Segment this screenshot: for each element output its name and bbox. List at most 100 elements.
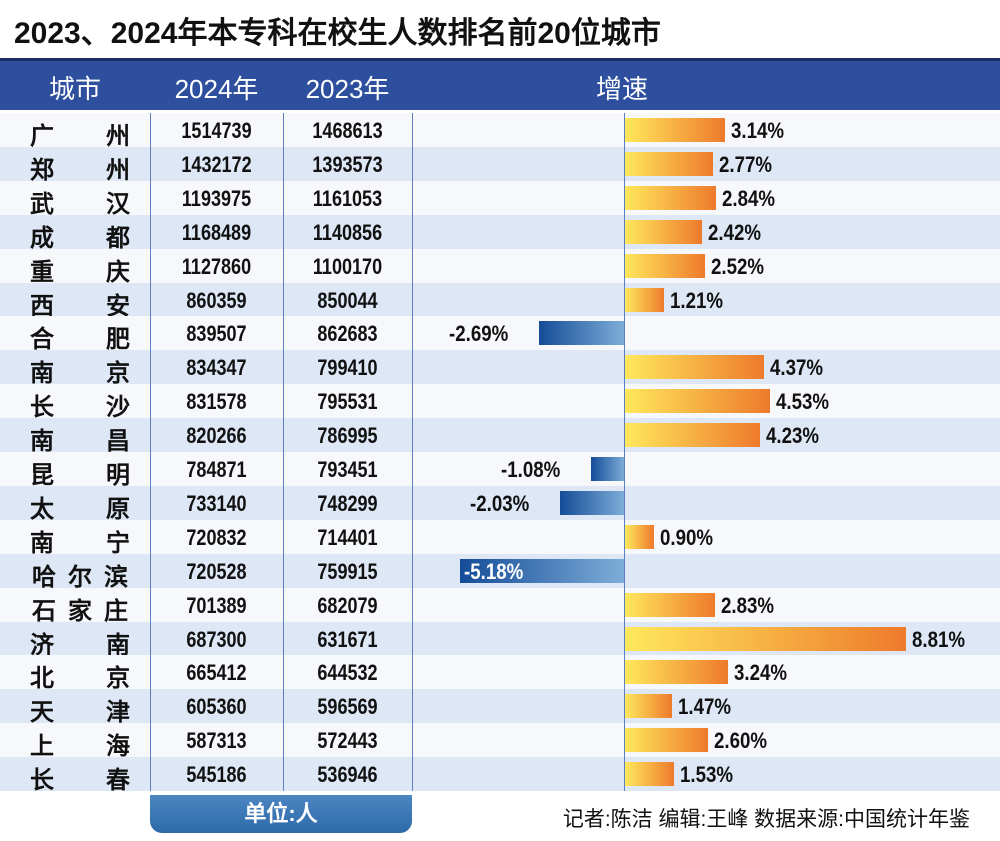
growth-label: 1.53% xyxy=(679,762,733,788)
growth-label: 2.52% xyxy=(711,253,765,279)
header-growth: 增速 xyxy=(595,74,648,104)
value-2023: 1393573 xyxy=(312,151,383,177)
table-row: 济南 687300 631671 8.81% xyxy=(0,621,1000,659)
growth-label: -5.18% xyxy=(463,558,524,584)
growth-label: 4.37% xyxy=(770,355,824,381)
table-row: 长沙 831578 795531 4.53% xyxy=(0,384,1000,421)
column-divider xyxy=(150,113,151,791)
city-name: 郑州 xyxy=(30,156,130,184)
value-2024: 587313 xyxy=(186,728,247,754)
table-row: 石家庄 701389 682079 2.83% xyxy=(0,587,1000,625)
value-2024: 831578 xyxy=(186,389,247,415)
value-2023: 862683 xyxy=(317,321,378,347)
table-row: 南京 834347 799410 4.37% xyxy=(0,350,1000,387)
growth-bar xyxy=(625,660,729,685)
city-name: 上海 xyxy=(30,733,130,761)
city-name: 昆明 xyxy=(30,462,130,489)
city-name: 北京 xyxy=(30,665,130,693)
table-row: 上海 587313 572443 2.60% xyxy=(0,723,1000,760)
table-row: 合肥 839507 862683 -2.69% xyxy=(0,316,1000,353)
table-row: 太原 733140 748299 -2.03% xyxy=(0,485,1000,523)
value-2023: 793451 xyxy=(317,457,378,482)
growth-label: 1.47% xyxy=(677,694,731,720)
city-name: 哈尔滨 xyxy=(32,563,128,591)
value-2023: 748299 xyxy=(317,490,378,516)
value-2023: 596569 xyxy=(317,694,378,720)
growth-label: 1.21% xyxy=(669,287,723,313)
growth-bar xyxy=(539,321,625,346)
value-2024: 784871 xyxy=(186,457,247,482)
growth-bar xyxy=(590,457,625,481)
credits: 记者:陈洁 编辑:王峰 数据来源:中国统计年鉴 xyxy=(562,808,970,831)
header-city: 城市 xyxy=(48,74,101,104)
table-header: 城市 2024年 2023年 增速 xyxy=(0,58,1000,110)
growth-bar xyxy=(625,389,770,414)
growth-bar xyxy=(625,151,714,176)
city-name: 长春 xyxy=(30,767,130,795)
value-2024: 1432172 xyxy=(181,151,252,177)
growth-bar xyxy=(625,355,765,380)
growth-label: 2.42% xyxy=(708,219,762,245)
growth-label: 0.90% xyxy=(659,524,713,550)
growth-label: 3.24% xyxy=(734,660,788,686)
zero-axis-line xyxy=(624,113,625,791)
growth-bar xyxy=(459,558,625,583)
city-name: 南昌 xyxy=(30,428,130,456)
value-2024: 820266 xyxy=(186,423,247,449)
growth-label: -1.08% xyxy=(500,457,560,482)
header-2023: 2023年 xyxy=(305,74,390,104)
value-2024: 733140 xyxy=(186,490,247,516)
value-2024: 720528 xyxy=(186,558,247,584)
growth-label: 2.77% xyxy=(719,151,773,177)
value-2024: 701389 xyxy=(186,592,247,618)
growth-bar xyxy=(625,592,716,617)
growth-label: 2.83% xyxy=(721,592,775,618)
value-2023: 1161053 xyxy=(312,185,383,211)
table-row: 南昌 820266 786995 4.23% xyxy=(0,418,1000,455)
table-row: 天津 605360 596569 1.47% xyxy=(0,689,1000,726)
growth-label: 3.14% xyxy=(731,118,785,143)
city-name: 武汉 xyxy=(30,190,130,218)
city-name: 合肥 xyxy=(30,326,130,354)
growth-bar xyxy=(625,253,706,278)
city-name: 南宁 xyxy=(30,529,130,557)
city-name: 成都 xyxy=(30,224,130,252)
growth-label: 8.81% xyxy=(912,626,966,652)
table-row: 广州 1514739 1468613 3.14% xyxy=(0,113,1000,150)
table-row: 昆明 784871 793451 -1.08% xyxy=(0,452,1000,489)
value-2023: 631671 xyxy=(317,626,378,652)
value-2024: 1193975 xyxy=(181,185,252,211)
value-2024: 720832 xyxy=(186,524,247,550)
growth-label: 2.84% xyxy=(721,185,775,211)
growth-bar xyxy=(560,490,625,515)
value-2024: 605360 xyxy=(186,694,247,720)
table-row: 武汉 1193975 1161053 2.84% xyxy=(0,180,1000,218)
value-2023: 644532 xyxy=(317,660,378,686)
value-2023: 714401 xyxy=(317,524,378,550)
city-name: 重庆 xyxy=(30,258,130,286)
table-row: 北京 665412 644532 3.24% xyxy=(0,655,1000,692)
value-2023: 850044 xyxy=(317,287,378,313)
value-2023: 759915 xyxy=(317,558,378,584)
value-2023: 572443 xyxy=(317,728,378,754)
growth-bar xyxy=(625,423,760,448)
growth-bar xyxy=(625,626,907,651)
city-name: 南京 xyxy=(30,360,130,388)
city-name: 石家庄 xyxy=(32,597,128,625)
growth-bar xyxy=(625,694,672,719)
table-row: 成都 1168489 1140856 2.42% xyxy=(0,214,1000,252)
value-2024: 1168489 xyxy=(181,219,252,245)
city-name: 天津 xyxy=(30,699,130,727)
value-2023: 1100170 xyxy=(312,253,383,279)
column-divider xyxy=(412,113,413,791)
growth-label: 2.60% xyxy=(713,728,767,754)
table-row: 南宁 720832 714401 0.90% xyxy=(0,519,1000,557)
value-2024: 839507 xyxy=(186,321,247,347)
table-row: 重庆 1127860 1100170 2.52% xyxy=(0,248,1000,286)
table-row: 长春 545186 536946 1.53% xyxy=(0,757,1000,794)
value-2023: 795531 xyxy=(317,389,378,415)
chart-title: 2023、2024年本专科在校生人数排名前20位城市 xyxy=(14,17,661,50)
header-2024: 2024年 xyxy=(174,74,259,104)
value-2023: 1468613 xyxy=(312,118,383,143)
